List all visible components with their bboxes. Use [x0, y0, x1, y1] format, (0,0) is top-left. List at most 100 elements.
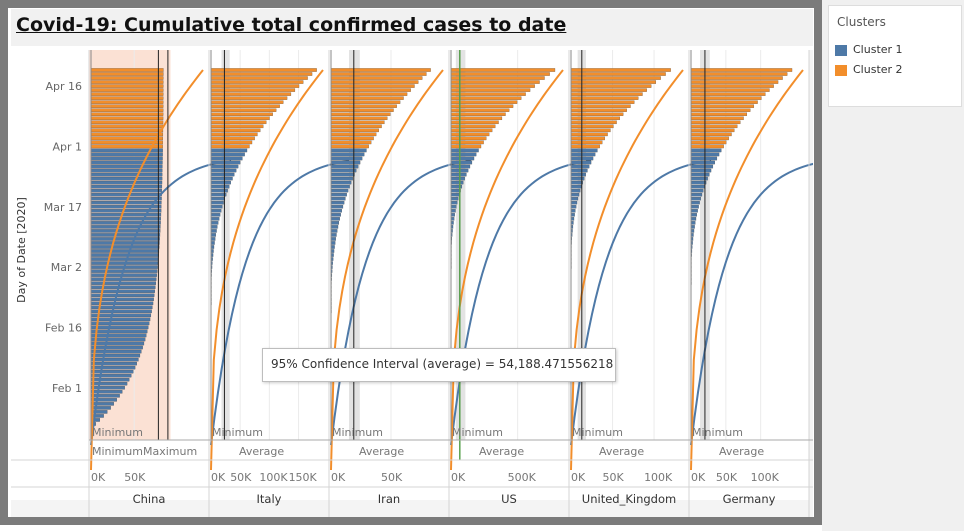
data-bar [570, 88, 647, 92]
data-bar [450, 96, 522, 100]
x-tick-label: 100K [751, 471, 780, 484]
data-bar [450, 72, 550, 76]
data-bar [570, 205, 577, 209]
trend-line-cluster-1 [90, 159, 232, 446]
data-bar [210, 68, 317, 72]
data-bar [90, 112, 164, 116]
data-bar [330, 136, 374, 141]
data-bar [90, 221, 161, 225]
trend-line-cluster-1 [450, 159, 592, 446]
data-bar [90, 84, 164, 88]
x-tick-label: 500K [508, 471, 537, 484]
data-bar [210, 225, 218, 229]
legend-item-cluster-2[interactable]: Cluster 2 [835, 62, 955, 78]
data-bar [90, 329, 148, 334]
data-bar [690, 104, 755, 108]
data-bar [210, 76, 308, 80]
data-bar [450, 180, 464, 185]
data-bar [690, 148, 722, 153]
data-bar [90, 120, 164, 125]
data-bar [90, 349, 142, 354]
data-bar [690, 160, 715, 165]
data-bar [330, 201, 345, 205]
chart-svg[interactable]: Apr 16 Apr 1 Mar 17 Mar 2 Feb 16 Feb 1 Day of … [11, 50, 813, 517]
data-bar [330, 233, 337, 237]
data-bar [570, 112, 624, 116]
chart-area[interactable]: Apr 16 Apr 1 Mar 17 Mar 2 Feb 16 Feb 1 Day of … [11, 50, 813, 517]
legend[interactable]: Clusters Cluster 1 Cluster 2 [828, 5, 962, 107]
data-bar [690, 225, 695, 229]
data-bar [570, 172, 586, 177]
data-bar [450, 144, 482, 149]
data-bar [210, 96, 288, 100]
data-bar [690, 136, 729, 141]
confidence-band [455, 50, 466, 440]
data-bar [90, 365, 136, 370]
data-bar [90, 369, 134, 374]
data-bar [210, 124, 264, 129]
country-label: United_Kingdom [582, 492, 676, 506]
data-bar [90, 140, 163, 145]
data-bar [210, 100, 284, 104]
data-bar [90, 249, 160, 253]
data-bar [690, 168, 712, 173]
ref-label: Average [239, 445, 284, 458]
legend-title: Clusters [837, 15, 886, 29]
trend-line-cluster-1 [330, 159, 472, 446]
data-bar [210, 196, 225, 201]
data-bar [90, 225, 161, 229]
y-axis-title: Day of Date [2020] [15, 197, 28, 303]
data-bar [450, 176, 465, 181]
trend-line-cluster-1 [690, 162, 813, 446]
data-bar [570, 184, 582, 189]
data-bar [90, 229, 161, 233]
data-bar [210, 213, 221, 217]
trend-line-cluster-1 [210, 159, 352, 446]
data-bar [690, 116, 744, 121]
data-bar [210, 148, 248, 153]
data-bar [570, 96, 639, 100]
data-bar [450, 205, 457, 209]
data-bar [330, 152, 365, 157]
tooltip: 95% Confidence Interval (average) = 54,1… [262, 348, 616, 382]
data-bar [210, 237, 216, 241]
data-bar [330, 241, 336, 245]
data-bar [90, 184, 163, 189]
data-bar [450, 172, 467, 177]
data-bar [690, 196, 701, 201]
data-bar [330, 192, 347, 197]
data-bar [90, 406, 111, 410]
data-bar [90, 172, 163, 177]
data-bar [90, 273, 157, 277]
data-bar [210, 168, 237, 173]
data-bar [90, 317, 151, 322]
country-label: Italy [257, 492, 282, 506]
data-bar [570, 192, 580, 197]
country-label: Iran [378, 492, 400, 506]
right-panel: Clusters Cluster 1 Cluster 2 [822, 0, 964, 531]
data-bar [90, 96, 164, 100]
data-bar [210, 160, 241, 165]
data-bar [90, 345, 143, 350]
legend-item-cluster-1[interactable]: Cluster 1 [835, 42, 955, 58]
data-bar [210, 188, 228, 193]
data-bar [450, 201, 458, 205]
y-tick-label: Feb 16 [45, 321, 82, 334]
data-bar [690, 217, 697, 221]
data-bar [90, 68, 164, 72]
trend-line-cluster-2 [690, 69, 804, 471]
data-bar [330, 144, 369, 149]
confidence-band [349, 50, 360, 440]
data-bar [90, 213, 162, 217]
data-bar [570, 132, 608, 137]
data-bar [570, 104, 631, 108]
data-bar [90, 168, 163, 173]
y-tick-label: Mar 2 [51, 261, 82, 274]
data-bar [450, 116, 503, 121]
data-bar [330, 72, 427, 76]
data-bar [570, 116, 620, 121]
data-bar [450, 100, 518, 104]
data-bar [330, 104, 397, 108]
country-label: China [133, 492, 166, 506]
data-bar [90, 116, 164, 121]
